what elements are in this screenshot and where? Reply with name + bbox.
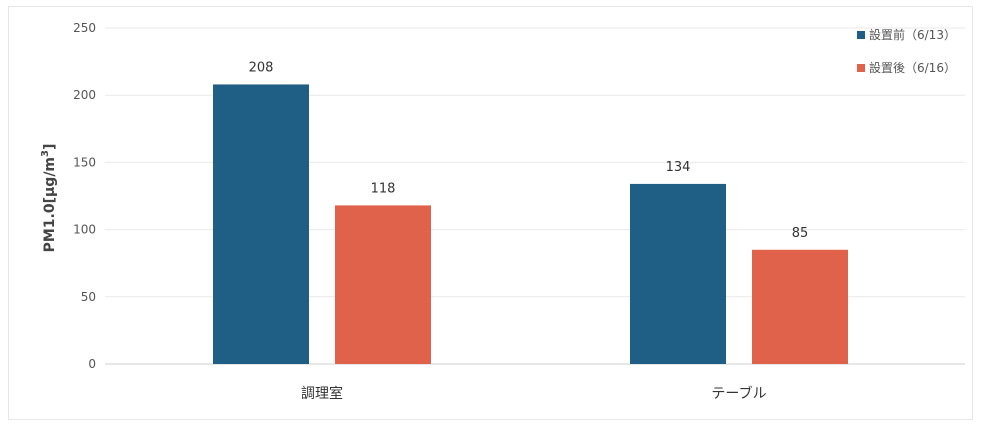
data-label: 118 xyxy=(371,181,396,196)
legend-entry: 設置前（6/13） xyxy=(869,27,956,42)
legend: 設置前（6/13） 設置後（6/16） xyxy=(857,27,956,75)
bar xyxy=(752,249,848,364)
data-label: 208 xyxy=(249,60,274,75)
y-tick-label: 200 xyxy=(73,88,96,102)
bar xyxy=(213,84,309,364)
y-tick-label: 0 xyxy=(88,357,96,371)
legend-swatch xyxy=(857,64,865,72)
y-axis-label: PM1.0[μg/m3] xyxy=(40,144,58,253)
y-tick-label: 250 xyxy=(73,21,96,35)
legend-entry: 設置後（6/16） xyxy=(869,60,956,75)
x-category-label: テーブル xyxy=(711,385,766,402)
data-label: 134 xyxy=(666,160,691,175)
x-category-label: 調理室 xyxy=(301,385,343,402)
bar xyxy=(335,205,431,364)
bar xyxy=(630,183,726,364)
data-label: 85 xyxy=(792,226,809,241)
y-tick-label: 150 xyxy=(73,155,96,169)
y-tick-label: 50 xyxy=(81,290,96,304)
y-tick-label: 100 xyxy=(73,223,96,237)
legend-swatch xyxy=(857,31,865,39)
